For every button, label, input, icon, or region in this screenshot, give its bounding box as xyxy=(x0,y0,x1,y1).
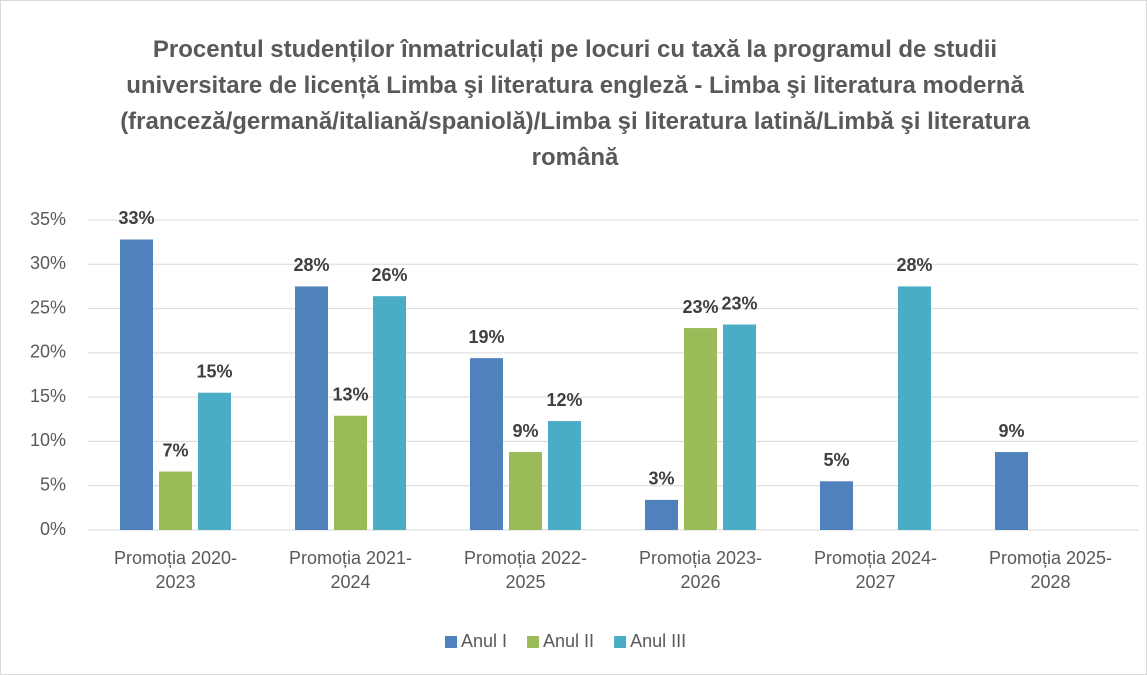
x-tick-label: Promoția 2025-2028 xyxy=(988,548,1113,592)
bar xyxy=(723,324,756,530)
x-tick-label: Promoția 2021-2024 xyxy=(288,548,413,592)
data-label: 12% xyxy=(546,390,582,410)
data-label: 26% xyxy=(371,265,407,285)
x-tick-label: Promoția 2022-2025 xyxy=(463,548,588,592)
bar xyxy=(470,358,503,530)
data-label: 5% xyxy=(823,450,849,470)
legend-swatch xyxy=(445,636,457,648)
data-label: 28% xyxy=(293,255,329,275)
y-tick-label: 0% xyxy=(40,519,66,539)
legend-label: Anul I xyxy=(461,631,507,651)
data-label: 28% xyxy=(896,255,932,275)
data-label: 9% xyxy=(998,421,1024,441)
bar xyxy=(159,471,192,530)
legend-swatch xyxy=(614,636,627,648)
data-label: 23% xyxy=(682,297,718,317)
data-label: 19% xyxy=(468,327,504,347)
chart-title: Procentul studenților înmatriculați pe l… xyxy=(120,36,1030,171)
x-tick-label: Promoția 2020-2023 xyxy=(113,548,238,592)
data-label: 23% xyxy=(721,293,757,313)
y-tick-label: 5% xyxy=(40,474,66,494)
bar xyxy=(898,286,931,530)
bar xyxy=(198,392,231,530)
y-tick-label: 15% xyxy=(30,386,66,406)
legend-label: Anul II xyxy=(543,631,594,651)
bar xyxy=(995,452,1028,530)
y-tick-label: 30% xyxy=(30,253,66,273)
legend-label: Anul III xyxy=(630,631,686,651)
data-label: 3% xyxy=(648,469,674,489)
bar xyxy=(295,286,328,530)
bar xyxy=(820,481,853,530)
data-label: 15% xyxy=(196,361,232,381)
data-label: 9% xyxy=(512,421,538,441)
bar xyxy=(645,499,678,530)
bar xyxy=(548,421,581,530)
y-tick-label: 35% xyxy=(30,209,66,229)
data-label: 7% xyxy=(162,440,188,460)
y-tick-label: 10% xyxy=(30,430,66,450)
bar xyxy=(334,415,367,530)
legend-swatch xyxy=(527,636,540,648)
bar xyxy=(509,452,542,530)
data-label: 33% xyxy=(118,208,154,228)
bar xyxy=(373,296,406,530)
bar xyxy=(684,328,717,530)
y-tick-label: 25% xyxy=(30,297,66,317)
bar xyxy=(120,239,153,530)
data-label: 13% xyxy=(332,384,368,404)
x-tick-label: Promoția 2023-2026 xyxy=(638,548,763,592)
y-tick-label: 20% xyxy=(30,342,66,362)
x-tick-label: Promoția 2024-2027 xyxy=(813,548,938,592)
